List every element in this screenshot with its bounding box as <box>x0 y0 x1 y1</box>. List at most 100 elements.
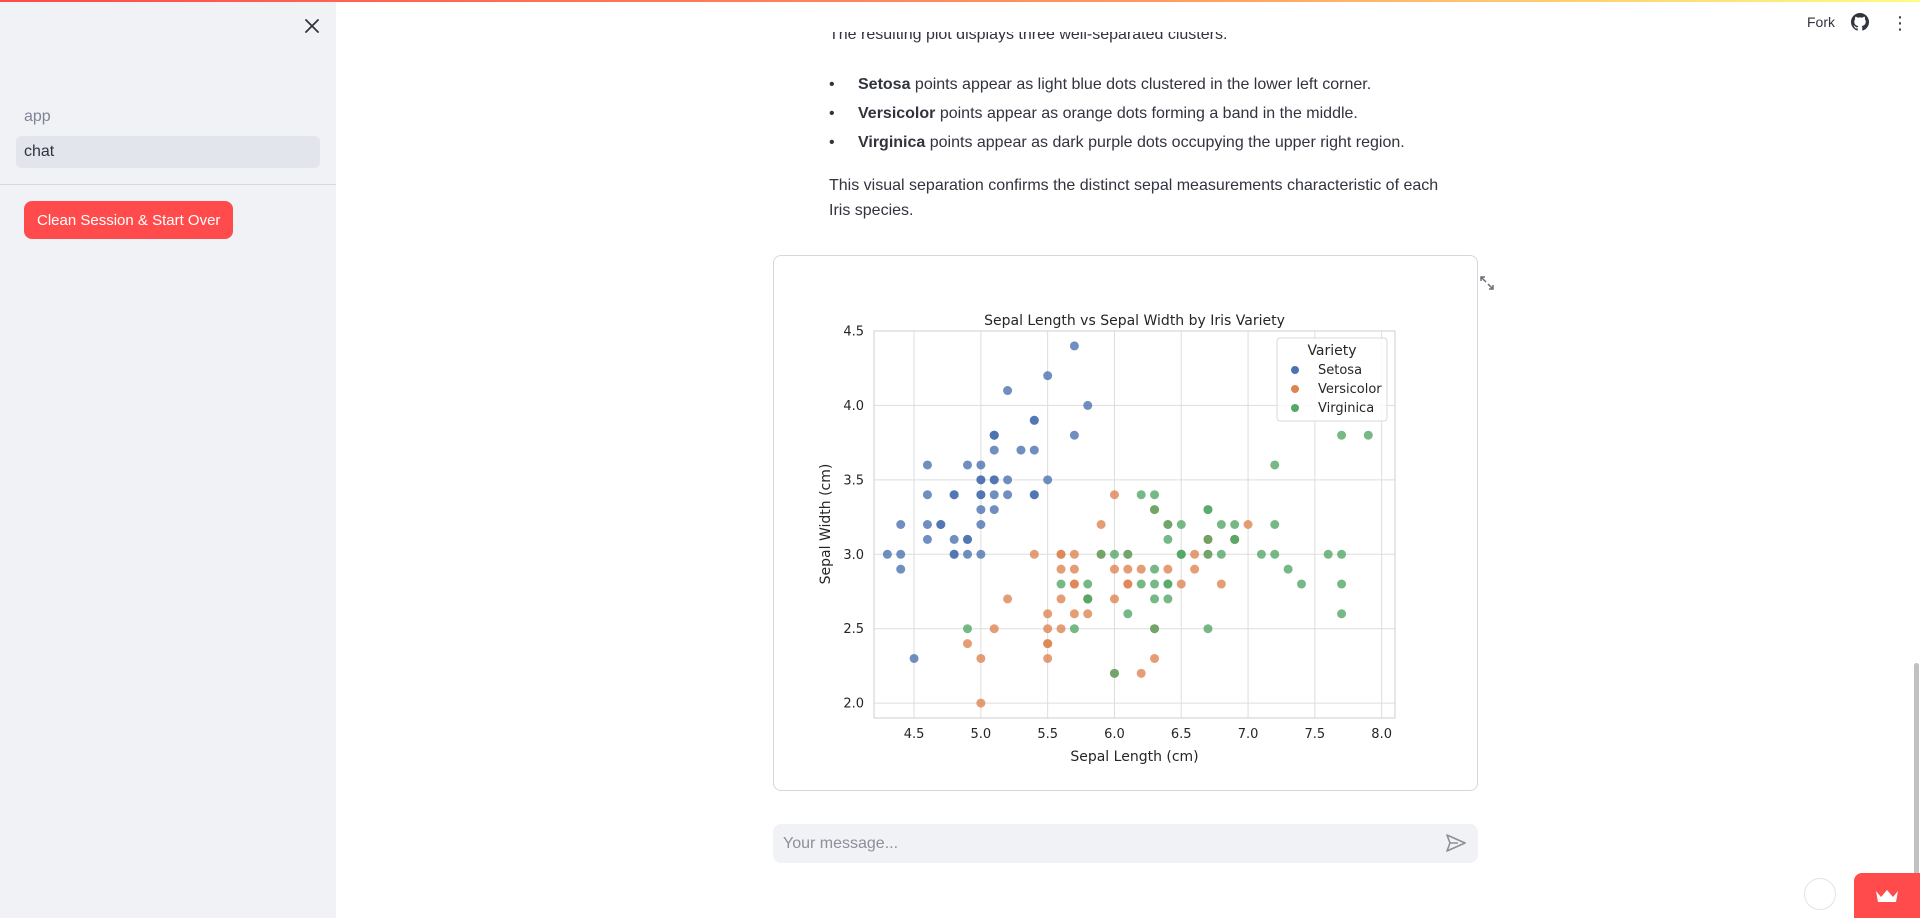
data-point-setosa <box>989 445 999 455</box>
data-point-versicolor <box>1123 579 1133 589</box>
send-icon[interactable] <box>1446 834 1466 857</box>
top-decoration-bar <box>0 0 1920 2</box>
data-point-setosa <box>909 653 919 663</box>
data-point-versicolor <box>1003 594 1013 604</box>
data-point-virginica <box>1150 564 1160 574</box>
data-point-virginica <box>1083 579 1093 589</box>
data-point-virginica <box>1150 594 1160 604</box>
chart-legend: Variety Setosa Versicolor Virginica <box>1276 337 1388 422</box>
data-point-setosa <box>976 490 986 500</box>
data-point-virginica <box>1176 549 1186 559</box>
data-point-setosa <box>1083 400 1093 410</box>
summary-paragraph: This visual separation confirms the dist… <box>829 177 1439 219</box>
data-point-versicolor <box>1150 653 1160 663</box>
clean-session-button[interactable]: Clean Session & Start Over <box>24 201 234 239</box>
data-point-versicolor <box>1216 579 1226 589</box>
data-point-setosa <box>1003 475 1013 485</box>
status-indicator <box>1804 878 1836 910</box>
x-tick-label: 5.5 <box>1037 727 1058 742</box>
sidebar: app chat Clean Session & Start Over <box>0 0 336 918</box>
data-point-setosa <box>1029 415 1039 425</box>
y-axis-label: Sepal Width (cm) <box>818 464 834 585</box>
scrollbar[interactable] <box>1914 663 1919 918</box>
data-point-versicolor <box>1109 594 1119 604</box>
data-point-versicolor <box>1043 653 1053 663</box>
data-point-virginica <box>1163 594 1173 604</box>
streamlit-crown-button[interactable] <box>1854 873 1920 918</box>
data-point-virginica <box>1123 609 1133 619</box>
chart-title: Sepal Length vs Sepal Width by Iris Vari… <box>984 313 1285 329</box>
x-tick-label: 6.0 <box>1104 727 1125 742</box>
legend-title: Variety <box>1307 343 1356 359</box>
data-point-virginica <box>1163 520 1173 529</box>
legend-label-virginica: Virginica <box>1318 401 1374 416</box>
data-point-setosa <box>922 534 932 544</box>
plot-frame <box>873 330 1396 719</box>
data-point-versicolor <box>1243 520 1253 529</box>
data-point-virginica <box>1363 430 1373 440</box>
expand-icon[interactable] <box>1479 275 1495 296</box>
data-point-virginica <box>1136 490 1146 500</box>
data-point-setosa <box>989 475 999 485</box>
menu-icon[interactable]: ⋮ <box>1891 13 1909 33</box>
sidebar-nav: app chat <box>16 101 320 168</box>
data-point-versicolor <box>1123 564 1133 574</box>
data-point-setosa <box>976 505 986 515</box>
data-point-versicolor <box>1109 564 1119 574</box>
data-point-versicolor <box>1190 549 1200 559</box>
data-point-versicolor <box>989 624 999 634</box>
data-point-versicolor <box>1176 579 1186 589</box>
chat-input-bar <box>773 824 1478 863</box>
data-point-versicolor <box>1056 549 1066 559</box>
sidebar-item-chat[interactable]: chat <box>16 136 320 168</box>
data-point-virginica <box>1150 579 1160 589</box>
data-point-virginica <box>1109 668 1119 678</box>
data-point-setosa <box>1016 445 1026 455</box>
data-point-virginica <box>1163 579 1173 589</box>
data-point-virginica <box>1150 624 1160 634</box>
list-item: Versicolor points appear as orange dots … <box>829 103 1405 132</box>
github-icon[interactable] <box>1851 13 1869 36</box>
data-point-setosa <box>949 549 959 559</box>
data-point-virginica <box>1270 460 1280 470</box>
x-tick-label: 6.5 <box>1171 727 1192 742</box>
data-point-setosa <box>976 549 986 559</box>
cluster-bullet-list: Setosa points appear as light blue dots … <box>829 74 1405 161</box>
close-icon <box>305 19 319 33</box>
data-point-setosa <box>896 564 906 574</box>
data-point-setosa <box>949 490 959 500</box>
data-point-virginica <box>1109 549 1119 559</box>
data-point-virginica <box>1283 564 1293 574</box>
close-sidebar-button[interactable] <box>299 13 325 39</box>
data-point-virginica <box>1203 624 1213 634</box>
y-tick-label: 2.5 <box>843 622 864 637</box>
data-point-setosa <box>1069 430 1079 440</box>
data-point-versicolor <box>1043 609 1053 619</box>
y-tick-label: 3.5 <box>843 473 864 488</box>
data-point-versicolor <box>1056 624 1066 634</box>
data-point-versicolor <box>976 698 986 708</box>
scatter-chart: Sepal Length vs Sepal Width by Iris Vari… <box>818 313 1396 765</box>
data-point-setosa <box>896 520 906 529</box>
chat-message-input[interactable] <box>781 824 1421 863</box>
y-tick-label: 4.0 <box>843 399 864 414</box>
x-tick-label: 5.0 <box>971 727 992 742</box>
data-point-setosa <box>882 549 892 559</box>
data-point-virginica <box>1176 520 1186 529</box>
data-point-setosa <box>1029 490 1039 500</box>
fork-link[interactable]: Fork <box>1807 14 1835 30</box>
data-point-virginica <box>1216 520 1226 529</box>
clipped-text-line: The resulting plot displays three well-s… <box>829 32 1228 43</box>
data-point-versicolor <box>1096 520 1106 529</box>
data-point-virginica <box>1123 549 1133 559</box>
data-point-virginica <box>1216 549 1226 559</box>
legend-label-versicolor: Versicolor <box>1318 382 1382 397</box>
data-point-virginica <box>1203 505 1213 515</box>
data-point-versicolor <box>1069 609 1079 619</box>
data-point-virginica <box>1270 549 1280 559</box>
data-point-setosa <box>976 475 986 485</box>
data-point-versicolor <box>1136 668 1146 678</box>
data-point-setosa <box>922 520 932 529</box>
x-axis-label: Sepal Length (cm) <box>1070 749 1198 765</box>
sidebar-item-app[interactable]: app <box>24 108 51 125</box>
